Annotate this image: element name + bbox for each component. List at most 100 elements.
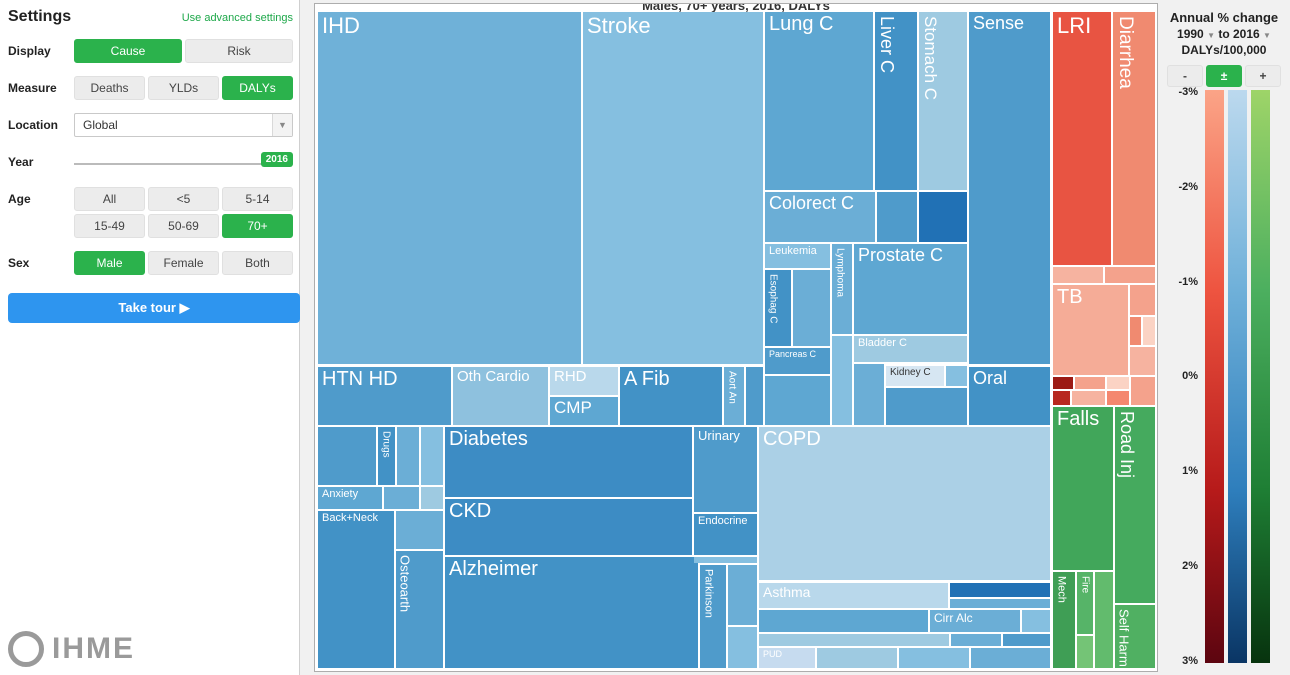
treemap-block-kidney-c[interactable]: Kidney C bbox=[886, 366, 944, 386]
age-option-15-49[interactable]: 15-49 bbox=[74, 214, 145, 238]
display-option-risk[interactable]: Risk bbox=[185, 39, 293, 63]
treemap-block-f16[interactable] bbox=[793, 270, 830, 346]
treemap-block-f31[interactable] bbox=[728, 627, 757, 668]
treemap-block-f21[interactable] bbox=[886, 388, 967, 425]
treemap-block-f18[interactable] bbox=[832, 336, 852, 425]
treemap-block-bladder-c[interactable]: Bladder C bbox=[854, 336, 967, 362]
treemap-block-f27[interactable] bbox=[421, 487, 443, 509]
measure-option-ylds[interactable]: YLDs bbox=[148, 76, 219, 100]
treemap-block-f32[interactable] bbox=[950, 583, 1050, 597]
advanced-settings-link[interactable]: Use advanced settings bbox=[181, 12, 293, 24]
treemap-block-f6[interactable] bbox=[1130, 347, 1155, 375]
year-slider[interactable]: 2016 bbox=[74, 150, 293, 174]
display-option-cause[interactable]: Cause bbox=[74, 39, 182, 63]
treemap-block-oral[interactable]: Oral bbox=[969, 367, 1050, 425]
treemap-block-f34[interactable] bbox=[759, 610, 928, 632]
treemap-block-f8[interactable] bbox=[1075, 377, 1105, 389]
treemap-block-f40[interactable] bbox=[899, 648, 969, 668]
treemap-block-f41[interactable] bbox=[971, 648, 1050, 668]
treemap-block-liver-c[interactable]: Liver C bbox=[875, 12, 917, 190]
treemap-block-f42[interactable] bbox=[1077, 636, 1093, 668]
sex-option-female[interactable]: Female bbox=[148, 251, 219, 275]
age-option-70-[interactable]: 70+ bbox=[222, 214, 293, 238]
treemap-block-f20[interactable] bbox=[946, 366, 967, 386]
treemap-block-aort-an[interactable]: Aort An bbox=[724, 367, 744, 425]
treemap-block-osteoarth[interactable]: Osteoarth bbox=[396, 551, 443, 668]
treemap-block-pancreas-c[interactable]: Pancreas C bbox=[765, 348, 830, 374]
legend-year-from[interactable]: 1990 bbox=[1177, 27, 1204, 41]
treemap-block-f26[interactable] bbox=[384, 487, 419, 509]
treemap-block-f30[interactable] bbox=[728, 565, 757, 625]
treemap-block-f36[interactable] bbox=[759, 634, 949, 646]
year-to-caret-icon[interactable]: ▼ bbox=[1263, 31, 1271, 40]
age-option-all[interactable]: All bbox=[74, 187, 145, 211]
location-select[interactable]: Global ▼ bbox=[74, 113, 293, 137]
treemap-block-f2[interactable] bbox=[1105, 267, 1155, 283]
measure-option-dalys[interactable]: DALYs bbox=[222, 76, 293, 100]
treemap-block-f39[interactable] bbox=[817, 648, 897, 668]
treemap-block-cirr-alc[interactable]: Cirr Alc bbox=[930, 610, 1020, 632]
treemap-block-lymphoma[interactable]: Lymphoma bbox=[832, 244, 852, 334]
treemap-block-htn-hd[interactable]: HTN HD bbox=[318, 367, 451, 425]
treemap-block-f3[interactable] bbox=[1130, 285, 1155, 315]
treemap-block-f24[interactable] bbox=[397, 427, 419, 485]
treemap-block-f5[interactable] bbox=[1143, 317, 1155, 345]
treemap-block-f19[interactable] bbox=[854, 364, 884, 425]
legend-button-minus[interactable]: - bbox=[1167, 65, 1203, 87]
age-option-5-14[interactable]: 5-14 bbox=[222, 187, 293, 211]
treemap-block-road-inj[interactable]: Road Inj bbox=[1115, 407, 1155, 603]
treemap-block-f38[interactable] bbox=[1003, 634, 1050, 646]
treemap-block-f7[interactable] bbox=[1053, 377, 1073, 389]
treemap-block-leukemia[interactable]: Leukemia bbox=[765, 244, 830, 268]
treemap-block-self-harm[interactable]: Self Harm bbox=[1115, 605, 1155, 668]
treemap-block-f14[interactable] bbox=[877, 192, 917, 242]
treemap-block-f35[interactable] bbox=[1022, 610, 1050, 632]
treemap-block-f10[interactable] bbox=[1053, 391, 1070, 405]
year-value-badge[interactable]: 2016 bbox=[260, 152, 293, 167]
treemap-block-back-neck[interactable]: Back+Neck bbox=[318, 511, 394, 668]
treemap-block-esophag-c[interactable]: Esophag C bbox=[765, 270, 791, 346]
treemap-block-asthma[interactable]: Asthma bbox=[759, 583, 948, 608]
treemap-block-endocrine[interactable]: Endocrine bbox=[694, 514, 757, 555]
treemap-block-diarrhea[interactable]: Diarrhea bbox=[1113, 12, 1155, 265]
age-option-50-69[interactable]: 50-69 bbox=[148, 214, 219, 238]
treemap-block-oth-cardio[interactable]: Oth Cardio bbox=[453, 367, 548, 425]
age-option--5[interactable]: <5 bbox=[148, 187, 219, 211]
treemap-block-urinary[interactable]: Urinary bbox=[694, 427, 757, 512]
treemap-block-mech[interactable]: Mech bbox=[1053, 572, 1075, 668]
treemap-block-stomach-c[interactable]: Stomach C bbox=[919, 12, 967, 190]
treemap-block-f22[interactable] bbox=[746, 367, 763, 425]
treemap-block-f17[interactable] bbox=[765, 376, 830, 425]
treemap-block-ckd[interactable]: CKD bbox=[445, 499, 692, 555]
treemap-block-drugs[interactable]: Drugs bbox=[378, 427, 395, 485]
treemap-block-f12[interactable] bbox=[1107, 391, 1129, 405]
treemap-block-f33[interactable] bbox=[950, 599, 1050, 608]
take-tour-button[interactable]: Take tour ▶ bbox=[8, 293, 300, 323]
treemap-block-f23[interactable] bbox=[318, 427, 376, 485]
treemap-block-ihd[interactable]: IHD bbox=[318, 12, 581, 364]
treemap-block-f4[interactable] bbox=[1130, 317, 1141, 345]
treemap-block-pud[interactable]: PUD bbox=[759, 648, 815, 668]
treemap-block-f37[interactable] bbox=[951, 634, 1001, 646]
treemap-block-f11[interactable] bbox=[1072, 391, 1105, 405]
year-slider-track[interactable] bbox=[74, 163, 287, 165]
treemap-block-diabetes[interactable]: Diabetes bbox=[445, 427, 692, 497]
treemap-block-sense[interactable]: Sense bbox=[969, 12, 1050, 364]
treemap-block-f29[interactable] bbox=[694, 557, 757, 563]
treemap-block-parkinson[interactable]: Parkinson bbox=[700, 565, 726, 668]
treemap-block-stroke[interactable]: Stroke bbox=[583, 12, 763, 364]
measure-option-deaths[interactable]: Deaths bbox=[74, 76, 145, 100]
treemap-block-colorect-c[interactable]: Colorect C bbox=[765, 192, 875, 242]
treemap-block-f9[interactable] bbox=[1107, 377, 1129, 389]
legend-year-to[interactable]: 2016 bbox=[1233, 27, 1260, 41]
treemap-block-alzheimer[interactable]: Alzheimer bbox=[445, 557, 698, 668]
treemap-block-anxiety[interactable]: Anxiety bbox=[318, 487, 382, 509]
treemap-block-cmp[interactable]: CMP bbox=[550, 397, 618, 425]
treemap-block-lung-c[interactable]: Lung C bbox=[765, 12, 873, 190]
year-from-caret-icon[interactable]: ▼ bbox=[1207, 31, 1215, 40]
treemap-block-rhd[interactable]: RHD bbox=[550, 367, 618, 395]
treemap-block-a-fib[interactable]: A Fib bbox=[620, 367, 722, 425]
treemap-block-f25[interactable] bbox=[421, 427, 443, 485]
treemap-block-f15[interactable] bbox=[919, 192, 967, 242]
treemap-block-prostate-c[interactable]: Prostate C bbox=[854, 244, 967, 334]
